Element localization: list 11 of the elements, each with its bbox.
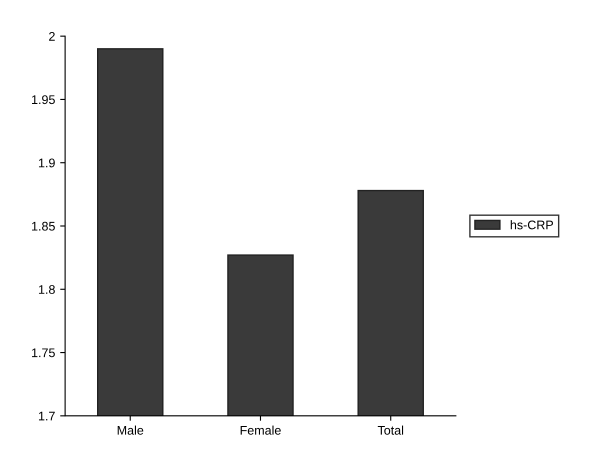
y-tick-label: 1.75 [32,348,55,358]
x-tick-label: Total [378,426,404,435]
x-tick-label: Male [118,426,144,435]
x-tick-label: Female [240,426,281,435]
y-tick-label: 1.9 [38,158,55,168]
y-tick-label: 1.7 [38,412,55,420]
y-tick-label: 1.95 [32,95,55,104]
y-tick-label: 1.85 [32,222,55,231]
y-tick-label: 2 [49,32,55,41]
legend-label: hs-CRP [510,220,553,230]
y-tick-label: 1.8 [38,285,55,294]
